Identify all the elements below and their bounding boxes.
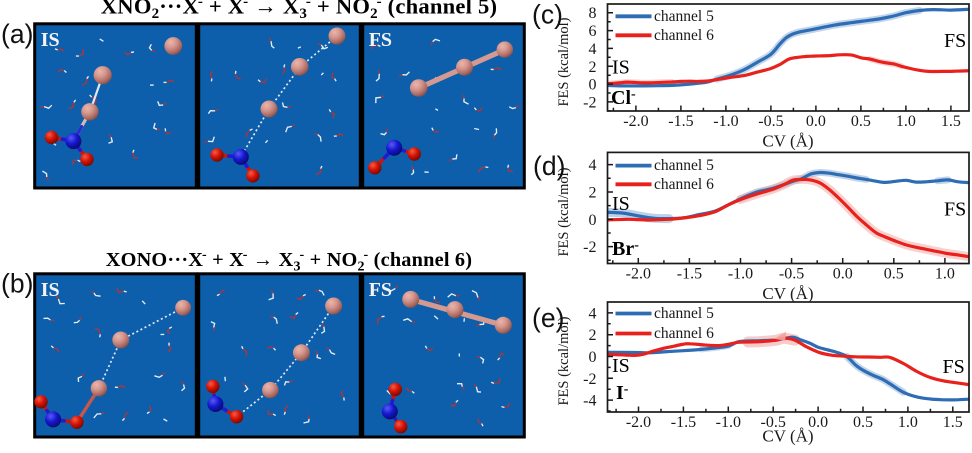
- svg-text:4: 4: [589, 157, 597, 174]
- svg-text:0: 0: [589, 212, 597, 229]
- svg-text:I-: I-: [616, 382, 629, 404]
- svg-text:2: 2: [589, 327, 597, 344]
- svg-text:2: 2: [589, 185, 597, 202]
- svg-text:FS: FS: [944, 30, 966, 52]
- svg-text:FS: FS: [369, 29, 392, 51]
- svg-text:4: 4: [589, 305, 597, 322]
- svg-text:IS: IS: [612, 355, 630, 377]
- svg-text:CV (Å): CV (Å): [762, 427, 813, 446]
- svg-text:IS: IS: [41, 29, 60, 51]
- svg-text:FS: FS: [943, 356, 965, 378]
- svg-text:-1.5: -1.5: [671, 414, 696, 431]
- svg-text:channel 6: channel 6: [654, 176, 714, 193]
- svg-text:channel 5: channel 5: [654, 305, 714, 322]
- svg-text:-2: -2: [583, 94, 596, 111]
- svg-text:1.5: 1.5: [941, 113, 961, 130]
- svg-text:FES (kcal/mol): FES (kcal/mol): [556, 316, 572, 405]
- svg-text:IS: IS: [612, 57, 630, 79]
- svg-text:channel 5: channel 5: [654, 157, 714, 174]
- svg-text:1.0: 1.0: [935, 266, 955, 283]
- svg-text:-2: -2: [583, 371, 596, 388]
- svg-text:6: 6: [589, 23, 597, 40]
- svg-text:FES (kcal/mol): FES (kcal/mol): [556, 17, 572, 106]
- svg-text:-1.0: -1.0: [728, 266, 753, 283]
- svg-text:IS: IS: [41, 279, 60, 301]
- svg-text:-1.0: -1.0: [716, 414, 741, 431]
- svg-text:CV (Å): CV (Å): [762, 284, 813, 303]
- svg-text:XONO···X- + X- → X3- + NO2- (c: XONO···X- + X- → X3- + NO2- (channel 6): [106, 248, 472, 275]
- svg-text:2: 2: [589, 59, 597, 76]
- svg-text:1.5: 1.5: [943, 414, 963, 431]
- svg-text:0.5: 0.5: [884, 266, 904, 283]
- svg-text:0.5: 0.5: [851, 113, 871, 130]
- svg-text:XNO2···X- + X- → X3- + NO2- (c: XNO2···X- + X- → X3- + NO2- (channel 5): [101, 0, 497, 22]
- svg-text:(e): (e): [532, 303, 564, 333]
- svg-text:-1.5: -1.5: [668, 113, 693, 130]
- svg-text:1.0: 1.0: [896, 113, 916, 130]
- svg-text:0: 0: [589, 349, 597, 366]
- svg-text:CV (Å): CV (Å): [762, 132, 813, 151]
- svg-text:-0.5: -0.5: [761, 414, 786, 431]
- svg-text:(a): (a): [1, 19, 33, 49]
- svg-text:4: 4: [589, 41, 597, 58]
- svg-text:-1.5: -1.5: [677, 266, 702, 283]
- svg-text:(b): (b): [1, 269, 33, 299]
- svg-text:-4: -4: [583, 393, 596, 410]
- svg-text:IS: IS: [612, 193, 630, 215]
- svg-text:0.0: 0.0: [808, 414, 828, 431]
- svg-text:FS: FS: [944, 199, 966, 221]
- svg-text:-0.5: -0.5: [758, 113, 783, 130]
- svg-text:0: 0: [589, 77, 597, 94]
- svg-text:-2.0: -2.0: [623, 113, 648, 130]
- svg-text:Br-: Br-: [612, 238, 639, 260]
- svg-text:0.5: 0.5: [853, 414, 873, 431]
- svg-text:channel 5: channel 5: [654, 8, 714, 25]
- svg-text:(c): (c): [532, 0, 563, 30]
- svg-text:0.0: 0.0: [806, 113, 826, 130]
- svg-text:Cl-: Cl-: [611, 87, 636, 109]
- svg-text:-2: -2: [583, 239, 596, 256]
- svg-text:8: 8: [589, 5, 597, 22]
- svg-text:(d): (d): [533, 151, 565, 181]
- svg-text:-2.0: -2.0: [626, 266, 651, 283]
- svg-text:FES (kcal/mol): FES (kcal/mol): [556, 167, 572, 256]
- svg-text:0.0: 0.0: [833, 266, 853, 283]
- svg-text:-2.0: -2.0: [626, 414, 651, 431]
- svg-text:1.0: 1.0: [898, 414, 918, 431]
- svg-text:-0.5: -0.5: [779, 266, 804, 283]
- svg-text:-1.0: -1.0: [713, 113, 738, 130]
- svg-text:channel 6: channel 6: [654, 27, 714, 44]
- svg-text:FS: FS: [369, 279, 392, 301]
- svg-text:channel 6: channel 6: [654, 325, 714, 342]
